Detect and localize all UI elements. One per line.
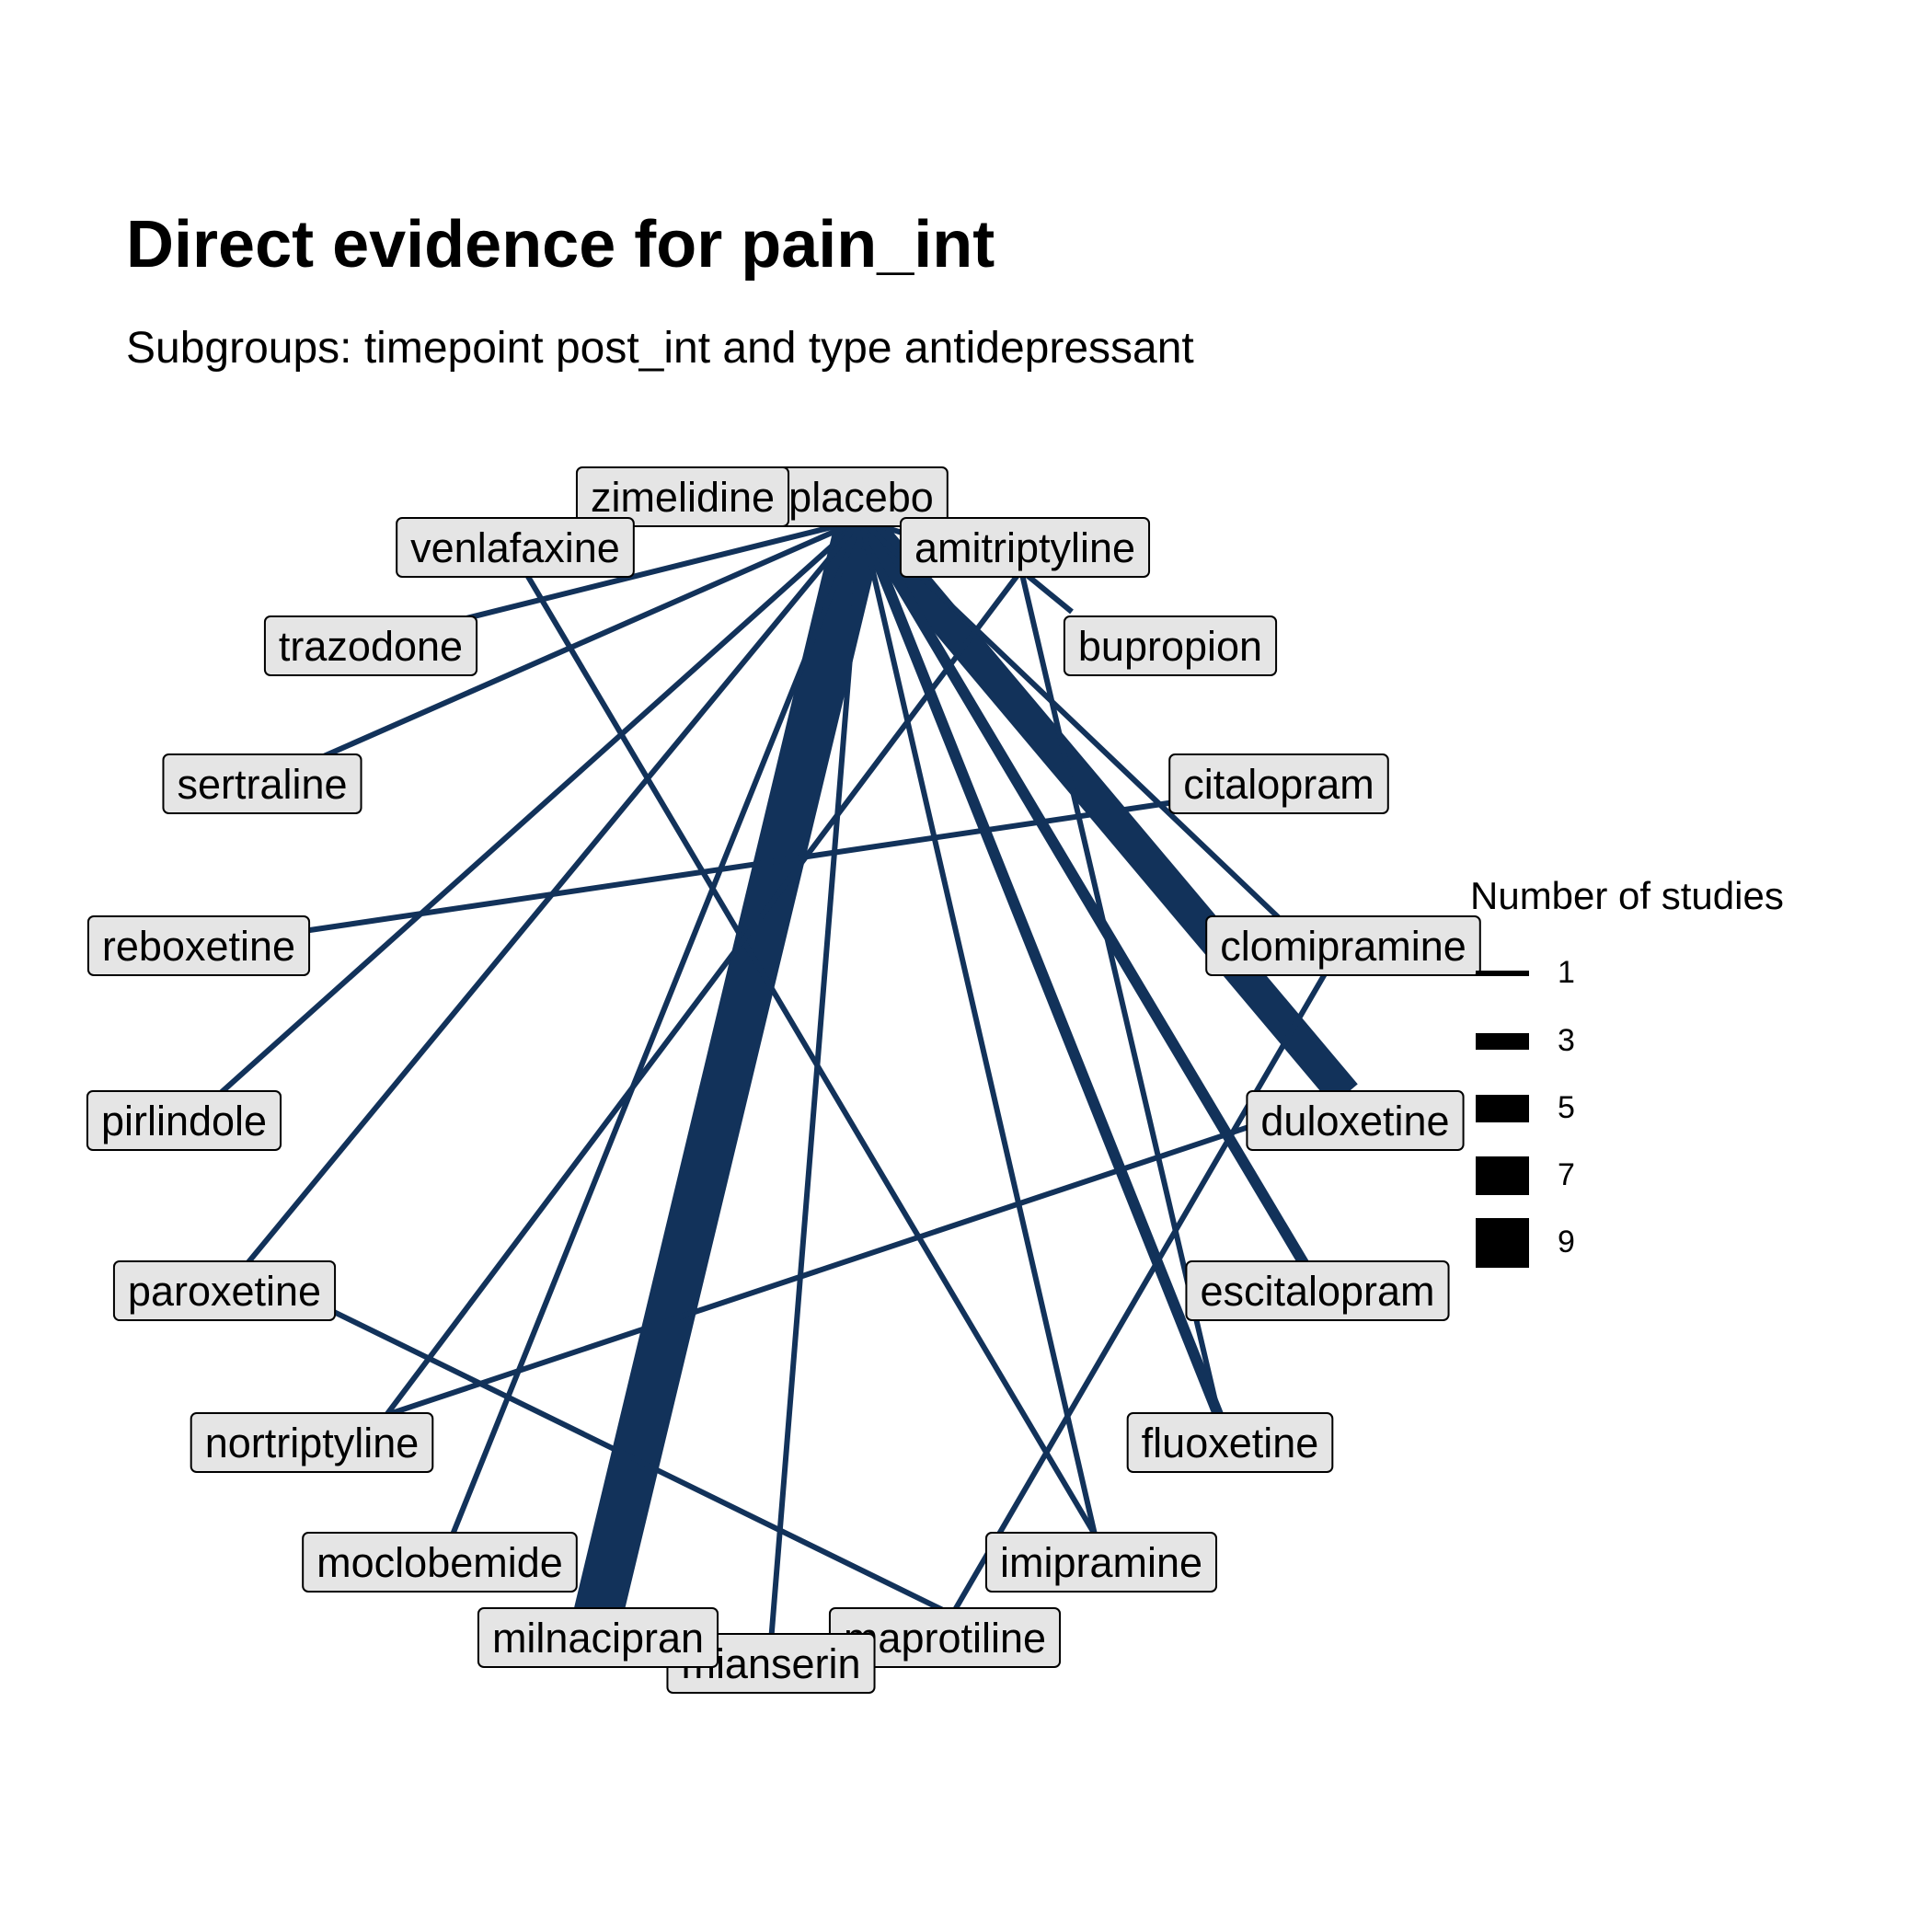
edge-placebo-mianserin — [768, 519, 864, 1643]
node-box-moclobemide — [302, 1532, 578, 1593]
node-label-nortriptyline: nortriptyline — [205, 1420, 420, 1466]
node-maprotiline: maprotiline — [828, 1607, 1062, 1668]
edge-paroxetine-maprotiline — [242, 1265, 954, 1617]
node-box-fluoxetine — [1126, 1412, 1334, 1473]
node-label-imipramine: imipramine — [1000, 1539, 1202, 1586]
node-fluoxetine: fluoxetine — [1126, 1412, 1334, 1473]
node-label-citalopram: citalopram — [1183, 761, 1374, 808]
node-label-reboxetine: reboxetine — [102, 923, 295, 970]
node-box-citalopram — [1168, 753, 1389, 814]
edge-layer — [211, 509, 1358, 1643]
node-venlafaxine: venlafaxine — [396, 517, 635, 578]
node-label-venlafaxine: venlafaxine — [410, 524, 620, 571]
node-label-paroxetine: paroxetine — [128, 1268, 321, 1315]
node-clomipramine: clomipramine — [1205, 915, 1481, 976]
node-box-amitriptyline — [899, 517, 1151, 578]
node-box-paroxetine — [112, 1260, 337, 1321]
legend-label-1: 1 — [1558, 955, 1575, 990]
legend-key-9 — [1476, 1218, 1529, 1268]
node-pirlindole: pirlindole — [86, 1090, 282, 1151]
node-box-bupropion — [1063, 615, 1278, 676]
edge-amitriptyline-nortriptyline — [384, 569, 1024, 1417]
node-label-trazodone: trazodone — [279, 623, 463, 670]
node-label-fluoxetine: fluoxetine — [1142, 1420, 1319, 1466]
node-box-milnacipran — [477, 1607, 719, 1668]
legend-label-3: 3 — [1558, 1023, 1575, 1058]
node-amitriptyline: amitriptyline — [899, 517, 1151, 578]
edge-placebo-fluoxetine — [856, 517, 1225, 1420]
page-title: Direct evidence for pain_int — [126, 208, 995, 282]
node-box-venlafaxine — [396, 517, 635, 578]
node-box-reboxetine — [86, 915, 311, 976]
node-label-milnacipran: milnacipran — [492, 1615, 704, 1662]
edge-placebo-imipramine — [858, 519, 1098, 1535]
node-placebo: placebo — [774, 466, 949, 527]
node-trazodone: trazodone — [263, 615, 478, 676]
page-subtitle: Subgroups: timepoint post_int and type a… — [126, 324, 1194, 373]
legend-label-9: 9 — [1558, 1225, 1575, 1259]
edge-placebo-clomipramine — [858, 517, 1332, 969]
node-label-pirlindole: pirlindole — [101, 1098, 267, 1144]
edge-placebo-pirlindole — [211, 517, 864, 1102]
node-box-trazodone — [263, 615, 478, 676]
edge-placebo-sertraline — [316, 517, 863, 762]
node-box-imipramine — [984, 1532, 1218, 1593]
node-sertraline: sertraline — [162, 753, 362, 814]
node-box-sertraline — [162, 753, 362, 814]
node-bupropion: bupropion — [1063, 615, 1278, 676]
node-duloxetine: duloxetine — [1246, 1090, 1465, 1151]
legend-label-5: 5 — [1558, 1090, 1575, 1125]
node-nortriptyline: nortriptyline — [190, 1412, 434, 1473]
edge-clomipramine-maprotiline — [949, 964, 1332, 1616]
node-box-escitalopram — [1185, 1260, 1450, 1321]
legend-key-5 — [1476, 1095, 1529, 1122]
node-label-sertraline: sertraline — [177, 761, 347, 808]
legend-key-7 — [1476, 1156, 1529, 1195]
node-label-amitriptyline: amitriptyline — [914, 524, 1135, 571]
node-milnacipran: milnacipran — [477, 1607, 719, 1668]
edge-venlafaxine-imipramine — [522, 569, 1098, 1536]
node-label-clomipramine: clomipramine — [1220, 923, 1466, 970]
node-box-duloxetine — [1246, 1090, 1465, 1151]
node-label-escitalopram: escitalopram — [1200, 1268, 1434, 1315]
edge-placebo-escitalopram — [856, 516, 1312, 1271]
node-box-pirlindole — [86, 1090, 282, 1151]
legend-label-7: 7 — [1558, 1157, 1575, 1192]
node-box-zimelidine — [575, 466, 790, 527]
node-reboxetine: reboxetine — [86, 915, 311, 976]
node-imipramine: imipramine — [984, 1532, 1218, 1593]
edge-placebo-trazodone — [454, 517, 862, 624]
node-label-duloxetine: duloxetine — [1260, 1098, 1449, 1144]
node-escitalopram: escitalopram — [1185, 1260, 1450, 1321]
edge-placebo-milnacipran — [573, 513, 886, 1621]
legend-key-1 — [1476, 971, 1529, 976]
node-label-moclobemide: moclobemide — [316, 1539, 563, 1586]
legend-key-3 — [1476, 1033, 1529, 1050]
node-citalopram: citalopram — [1168, 753, 1389, 814]
node-label-zimelidine: zimelidine — [591, 474, 775, 521]
node-box-nortriptyline — [190, 1412, 434, 1473]
legend-title: Number of studies — [1470, 874, 1784, 917]
edge-duloxetine-nortriptyline — [385, 1092, 1346, 1418]
node-label-placebo: placebo — [788, 474, 934, 521]
node-box-clomipramine — [1205, 915, 1481, 976]
edge-citalopram-reboxetine — [303, 798, 1188, 934]
node-moclobemide: moclobemide — [302, 1532, 578, 1593]
node-label-bupropion: bupropion — [1078, 623, 1262, 670]
node-paroxetine: paroxetine — [112, 1260, 337, 1321]
node-zimelidine: zimelidine — [575, 466, 790, 527]
edge-placebo-moclobemide — [450, 518, 864, 1536]
edge-placebo-duloxetine — [848, 509, 1358, 1106]
node-label-maprotiline: maprotiline — [844, 1615, 1046, 1662]
